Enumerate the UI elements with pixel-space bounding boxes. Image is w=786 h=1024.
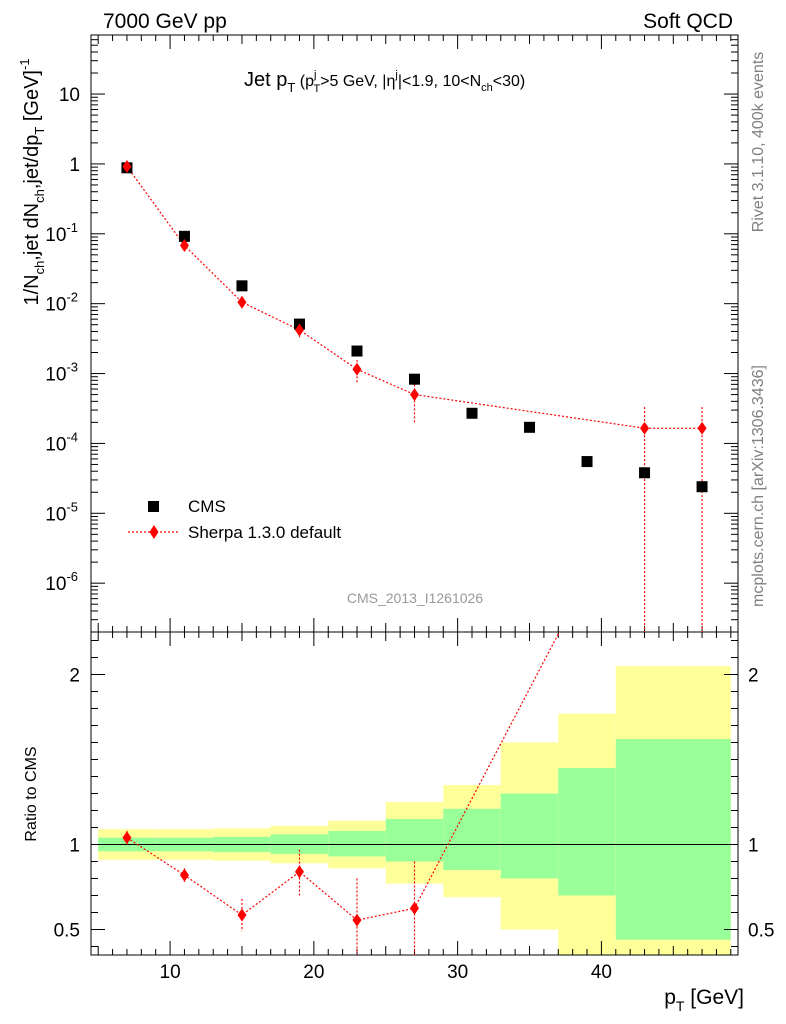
band-inner [500, 793, 559, 879]
mc-point [179, 238, 189, 252]
cms-point [581, 456, 593, 468]
watermark: CMS_2013_I1261026 [347, 590, 483, 606]
cms-point [466, 407, 478, 419]
mc-point [352, 362, 362, 376]
ratio-mc-point [294, 865, 304, 879]
band-inner [385, 819, 444, 862]
mc-point [122, 159, 132, 173]
main-frame [90, 34, 739, 633]
x-tick-label: 40 [591, 962, 612, 983]
rivet-label: Rivet 3.1.10, 400k events [750, 52, 767, 233]
y-tick-label: 10-3 [45, 360, 78, 386]
x-tick-label: 10 [160, 962, 181, 983]
cms-point [524, 421, 536, 433]
ratio-y-tick-label: 0.5 [54, 921, 80, 942]
y-tick-label: 10-2 [45, 290, 78, 316]
data-markers [121, 159, 708, 927]
band-inner [558, 768, 616, 896]
y-tick-label: 10-4 [45, 429, 78, 455]
ratio-y-tick-label: 2 [69, 666, 80, 687]
ratio-axis-label: Ratio to CMS [23, 746, 40, 841]
legend-marker-mc [149, 525, 159, 539]
x-tick-label: 30 [447, 962, 468, 983]
band-inner [328, 830, 386, 857]
ratio-y-tick-label-right: 1 [748, 836, 759, 857]
x-tick-label: 20 [303, 962, 324, 983]
cms-point [696, 481, 708, 493]
legend-marker-cms [148, 501, 159, 512]
cms-point [178, 230, 190, 242]
mc-point [294, 323, 304, 337]
mc-point [640, 421, 650, 435]
mc-line [126, 166, 703, 429]
y-tick-label: 10-6 [45, 569, 78, 595]
y-tick-label: 10 [59, 85, 80, 106]
header-left: 7000 GeV pp [103, 10, 227, 33]
mc-point [237, 295, 247, 309]
legend: CMS Sherpa 1.3.0 default [128, 497, 341, 542]
mc-point [697, 421, 707, 435]
cms-point [409, 373, 420, 385]
legend-label-mc: Sherpa 1.3.0 default [188, 523, 341, 542]
ratio-y-tick-label-right: 2 [748, 666, 759, 687]
mc-point [410, 388, 419, 402]
ratio-y-tick-label-right: 0.5 [748, 921, 774, 942]
chart-title: Jet pT (pj T>5 GeV, |ηj|<1.9, 10<Nch<30) [244, 69, 525, 95]
x-axis-label: pT [GeV] [664, 986, 744, 1014]
cms-point [351, 345, 363, 357]
y-tick-label: 10-5 [45, 499, 78, 525]
ratio-mc-point [410, 901, 419, 915]
y-tick-label: 10-1 [45, 220, 78, 246]
band-inner [615, 739, 731, 940]
cms-point [236, 280, 248, 292]
ratio-mc-point [237, 908, 247, 922]
ratio-mc-point [179, 868, 189, 882]
y-axis-label: 1/Nch,jet dNch,jet/dpT [GeV]-1 [17, 58, 47, 305]
header-right: Soft QCD [643, 10, 733, 33]
legend-label-cms: CMS [188, 497, 226, 516]
axes: 10 20 30 40 10 1 10-1 10-2 10-3 10-4 10-5 10-6 0.5 0.… [45, 34, 774, 983]
ratio-mc-point [122, 831, 132, 845]
ratio-y-tick-label: 1 [69, 836, 80, 857]
y-tick-label: 1 [69, 155, 80, 176]
ratio-mc-point [352, 913, 362, 927]
band-inner [443, 808, 501, 870]
mcplots-label: mcplots.cern.ch [arXiv:1306.3436] [750, 365, 767, 607]
cms-point [639, 467, 651, 479]
